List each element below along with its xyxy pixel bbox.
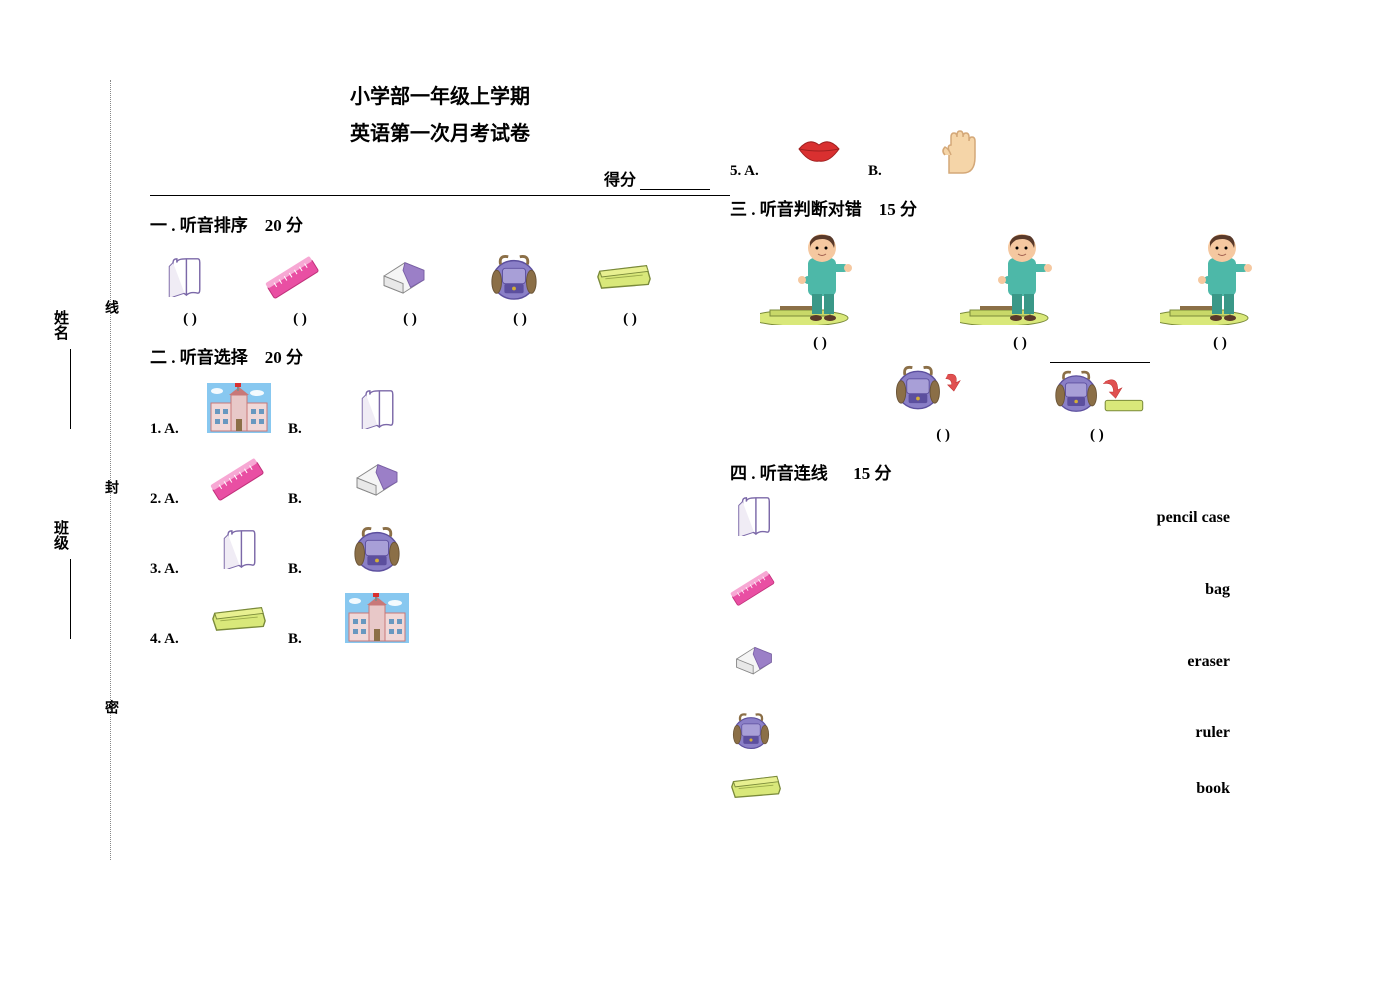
s3-row2 bbox=[730, 362, 1310, 422]
header-line-1: 小学部一年级上学期 bbox=[150, 80, 730, 109]
s2-title-text: 二 . 听音选择 bbox=[150, 348, 248, 367]
school-icon bbox=[343, 588, 411, 648]
s3-row2-parens: ( ) ( ) bbox=[730, 427, 1310, 444]
match-word-book: book bbox=[1196, 780, 1230, 798]
answer-blank[interactable]: ( ) bbox=[760, 335, 880, 352]
bag-arrow-case-icon bbox=[1050, 362, 1150, 422]
book-icon bbox=[205, 518, 273, 578]
book-icon bbox=[150, 246, 218, 306]
bag-arrow-icon bbox=[890, 362, 970, 422]
q4a-label: 4. A. bbox=[150, 631, 190, 648]
fold-dotted-line bbox=[110, 80, 111, 860]
q2a-label: 2. A. bbox=[150, 491, 190, 508]
q3a-label: 3. A. bbox=[150, 561, 190, 578]
section-3-title: 三 . 听音判断对错 15 分 bbox=[730, 195, 1310, 220]
q4-row: 4. A. B. bbox=[150, 588, 730, 648]
answer-blank[interactable]: ( ) bbox=[590, 311, 670, 328]
book-icon bbox=[343, 378, 411, 438]
seal-char-2: 封 bbox=[100, 480, 120, 494]
match-word-eraser: eraser bbox=[1187, 653, 1230, 671]
s3-title-text: 三 . 听音判断对错 bbox=[730, 200, 862, 219]
eraser-icon bbox=[343, 448, 411, 508]
answer-blank[interactable]: ( ) bbox=[370, 311, 450, 328]
name-label: 姓名 bbox=[52, 310, 68, 340]
match-row-3: eraser bbox=[730, 638, 1310, 685]
q2-row: 2. A. B. bbox=[150, 448, 730, 508]
s3-row1 bbox=[730, 230, 1310, 330]
s3-row1-parens: ( ) ( ) ( ) bbox=[730, 335, 1310, 352]
q1a-label: 1. A. bbox=[150, 421, 190, 438]
ruler-icon bbox=[260, 246, 328, 306]
s2-points: 20 分 bbox=[265, 348, 303, 367]
kid-pencilcase-icon bbox=[1160, 230, 1280, 330]
s3-points: 15 分 bbox=[879, 200, 917, 219]
exam-header: 小学部一年级上学期 英语第一次月考试卷 bbox=[150, 80, 730, 146]
eraser-icon bbox=[370, 246, 438, 306]
s1-image-row bbox=[150, 246, 730, 306]
match-word-pencilcase: pencil case bbox=[1157, 509, 1230, 527]
bag-icon bbox=[480, 246, 548, 306]
s4-points: 15 分 bbox=[853, 464, 891, 483]
header-divider bbox=[150, 195, 730, 196]
section-1-title: 一 . 听音排序 20 分 bbox=[150, 211, 730, 236]
match-row-1: pencil case bbox=[730, 494, 1310, 541]
bag-icon bbox=[343, 518, 411, 578]
ruler-icon bbox=[205, 448, 273, 508]
binding-margin: 密 封 线 班级 姓名 bbox=[20, 80, 120, 860]
kid-pencilcase-icon bbox=[960, 230, 1080, 330]
answer-blank[interactable]: ( ) bbox=[936, 427, 950, 444]
ruler-icon bbox=[730, 566, 778, 613]
class-field: 班级 bbox=[50, 520, 71, 639]
answer-blank[interactable]: ( ) bbox=[150, 311, 230, 328]
pencilcase-icon bbox=[590, 246, 658, 306]
section-2-title: 二 . 听音选择 20 分 bbox=[150, 343, 730, 368]
right-column: 5. A. B. 三 . 听音判断对错 15 分 ( ) ( ) ( ) ( )… bbox=[730, 80, 1310, 829]
kid-pencilcase-icon bbox=[760, 230, 880, 330]
match-row-5: book bbox=[730, 773, 1310, 804]
school-icon bbox=[205, 378, 273, 438]
match-word-bag: bag bbox=[1205, 581, 1230, 599]
pencilcase-icon bbox=[730, 773, 782, 804]
score-row: 得分 bbox=[150, 166, 710, 190]
q1b-label: B. bbox=[288, 421, 328, 438]
answer-blank[interactable]: ( ) bbox=[1160, 335, 1280, 352]
pencilcase-icon bbox=[205, 588, 273, 648]
answer-blank[interactable]: ( ) bbox=[260, 311, 340, 328]
section-4-title: 四 . 听音连线 15 分 bbox=[730, 459, 1310, 484]
s4-title-text: 四 . 听音连线 bbox=[730, 464, 828, 483]
match-word-ruler: ruler bbox=[1195, 724, 1230, 742]
s1-paren-row: ( ) ( ) ( ) ( ) ( ) bbox=[150, 311, 730, 328]
q1-row: 1. A. B. bbox=[150, 378, 730, 438]
q5a-label: 5. A. bbox=[730, 163, 770, 180]
answer-blank[interactable]: ( ) bbox=[1090, 427, 1104, 444]
answer-blank[interactable]: ( ) bbox=[960, 335, 1080, 352]
seal-char-1: 密 bbox=[100, 700, 120, 714]
score-label: 得分 bbox=[604, 172, 636, 189]
bag-icon bbox=[730, 710, 772, 755]
q4b-label: B. bbox=[288, 631, 328, 648]
name-field: 姓名 bbox=[50, 310, 71, 429]
mouth-icon bbox=[785, 120, 853, 180]
q3-row: 3. A. B. bbox=[150, 518, 730, 578]
answer-blank[interactable]: ( ) bbox=[480, 311, 560, 328]
hand-icon bbox=[923, 120, 991, 180]
q5-row: 5. A. B. bbox=[730, 120, 1310, 180]
q2b-label: B. bbox=[288, 491, 328, 508]
s1-title-text: 一 . 听音排序 bbox=[150, 216, 248, 235]
match-row-2: bag bbox=[730, 566, 1310, 613]
header-line-2: 英语第一次月考试卷 bbox=[150, 117, 730, 146]
eraser-icon bbox=[730, 638, 778, 685]
q5b-label: B. bbox=[868, 163, 908, 180]
seal-char-3: 线 bbox=[100, 300, 120, 314]
q3b-label: B. bbox=[288, 561, 328, 578]
s1-points: 20 分 bbox=[265, 216, 303, 235]
match-row-4: ruler bbox=[730, 710, 1310, 755]
score-blank[interactable] bbox=[640, 189, 710, 190]
left-column: 小学部一年级上学期 英语第一次月考试卷 得分 一 . 听音排序 20 分 ( )… bbox=[150, 80, 730, 658]
book-icon bbox=[730, 494, 778, 541]
class-label: 班级 bbox=[52, 520, 68, 550]
